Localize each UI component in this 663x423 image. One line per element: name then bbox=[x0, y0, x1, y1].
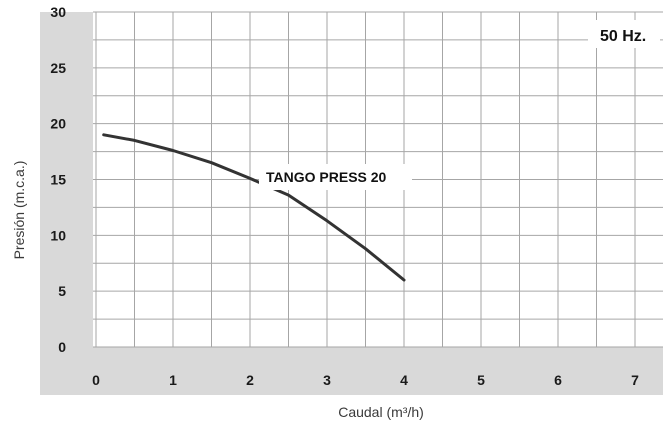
y-tick-label: 20 bbox=[50, 116, 66, 132]
curve-label-background bbox=[259, 164, 412, 190]
y-tick-label: 15 bbox=[50, 172, 66, 188]
frequency-label: 50 Hz. bbox=[600, 28, 646, 45]
frequency-label-background bbox=[588, 20, 660, 48]
x-axis-label: Caudal (m³/h) bbox=[338, 404, 424, 420]
x-tick-label: 7 bbox=[631, 372, 639, 388]
y-axis-label: Presión (m.c.a.) bbox=[11, 161, 27, 260]
x-tick-label: 1 bbox=[169, 372, 177, 388]
y-tick-label: 10 bbox=[50, 227, 66, 243]
x-tick-label: 4 bbox=[400, 372, 408, 388]
chart-panel-left bbox=[40, 12, 93, 395]
x-tick-label: 0 bbox=[92, 372, 100, 388]
x-tick-label: 6 bbox=[554, 372, 562, 388]
x-tick-label: 5 bbox=[477, 372, 485, 388]
y-tick-label: 0 bbox=[58, 339, 66, 355]
y-tick-label: 25 bbox=[50, 60, 66, 76]
x-tick-label: 2 bbox=[246, 372, 254, 388]
y-tick-label: 30 bbox=[50, 4, 66, 20]
x-tick-labels: 0 1 2 3 4 5 6 7 bbox=[92, 372, 639, 388]
curve-label: TANGO PRESS 20 bbox=[266, 169, 387, 185]
y-tick-labels: 0 5 10 15 20 25 30 bbox=[50, 4, 66, 355]
y-tick-label: 5 bbox=[58, 283, 66, 299]
curve-tango-press-20 bbox=[102, 133, 406, 282]
chart-panel-bottom bbox=[40, 347, 663, 395]
x-tick-label: 3 bbox=[323, 372, 331, 388]
